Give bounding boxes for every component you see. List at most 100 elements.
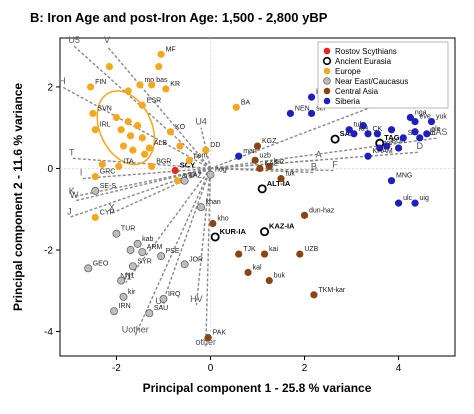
point-europe <box>126 132 135 140</box>
point-label: khan <box>206 199 221 206</box>
point-label: kab <box>142 236 153 243</box>
point-label: FIN <box>95 79 106 86</box>
point-centralasia <box>277 175 285 183</box>
vector-label: H <box>59 76 66 86</box>
point-label: kai <box>269 246 278 253</box>
point-label: TAZ <box>189 173 202 180</box>
point-label: dun-haz <box>309 207 335 214</box>
point-neareast <box>110 307 119 316</box>
point-siberia <box>345 126 353 134</box>
point-europe <box>136 81 144 89</box>
point-label: PAK <box>213 330 227 337</box>
point-neareast <box>112 229 121 238</box>
point-europe <box>117 126 125 134</box>
vector-label: J <box>67 206 72 216</box>
vector-label: V <box>104 35 110 45</box>
vector-x <box>111 167 211 214</box>
point-label: man <box>243 148 257 155</box>
vector-label: other <box>196 337 217 347</box>
point-eurasia <box>257 184 267 194</box>
point-neareast <box>128 262 137 271</box>
point-neareast <box>119 292 128 301</box>
point-label: N1 <box>126 273 135 280</box>
point-label: MF <box>166 46 176 53</box>
legend-label: Near East/Caucasus <box>335 77 408 86</box>
point-siberia <box>376 144 384 152</box>
point-europe <box>141 150 149 158</box>
y-tick-label: 0 <box>47 164 53 175</box>
vector-u7 <box>160 168 212 308</box>
point-siberia <box>364 130 372 138</box>
point-neareast <box>117 276 126 285</box>
point-label: ulc <box>403 195 412 202</box>
point-siberia <box>286 109 295 118</box>
point-siberia <box>350 130 358 138</box>
point-centralasia <box>265 162 273 171</box>
vector-label: X <box>109 202 115 212</box>
vector-label: T <box>69 147 75 157</box>
point-label: SYR <box>137 258 151 265</box>
point-label: SE-S <box>100 183 117 190</box>
point-siberia <box>399 134 407 142</box>
point-europe <box>185 156 193 164</box>
point-europe <box>166 128 175 136</box>
point-label: IRQ <box>168 291 181 298</box>
x-tick-label: -2 <box>112 363 121 374</box>
point-europe <box>129 146 137 154</box>
point-centralasia <box>204 334 212 342</box>
point-siberia <box>387 177 396 185</box>
point-label: SAU <box>154 305 168 312</box>
vector-w <box>73 167 211 202</box>
point-europe <box>157 50 165 58</box>
vector-label: A <box>316 149 322 159</box>
point-label: kho <box>217 216 228 223</box>
point-label: uig <box>420 195 429 202</box>
point-label: UZB <box>304 246 318 253</box>
point-label: sel <box>316 105 325 112</box>
point-label: KR <box>170 81 180 88</box>
legend-label: Siberia <box>335 97 360 106</box>
point-europe <box>138 101 146 109</box>
point-label: CYP <box>100 209 115 216</box>
point-centralasia <box>310 291 318 299</box>
point-europe <box>91 173 99 181</box>
point-label: KHAM <box>373 148 393 155</box>
point-siberia <box>359 122 367 130</box>
point-neareast <box>180 260 189 269</box>
point-centralasia <box>253 142 262 150</box>
chart-title: B: Iron Age and post-Iron Age: 1,500 - 2… <box>30 10 328 25</box>
point-label: ITA <box>123 158 134 165</box>
x-tick-label: 2 <box>302 363 308 374</box>
point-neareast <box>197 203 206 212</box>
point-siberia <box>394 199 403 207</box>
point-siberia <box>423 130 431 138</box>
point-neareast <box>91 186 100 195</box>
point-label: DD <box>210 142 220 149</box>
vector-label: EAS <box>430 127 448 137</box>
legend-marker <box>323 67 331 75</box>
point-centralasia <box>265 276 273 285</box>
y-tick-label: -4 <box>44 327 53 338</box>
point-centralasia <box>256 164 264 173</box>
point-centralasia <box>300 211 309 219</box>
x-tick-label: 4 <box>396 363 402 374</box>
point-label: kaz <box>274 158 285 165</box>
point-siberia <box>411 128 419 136</box>
point-neareast <box>159 294 168 303</box>
y-tick-label: -2 <box>44 246 53 257</box>
point-label: IRL <box>100 122 111 129</box>
point-label: CK <box>373 126 383 133</box>
point-label: MNG <box>396 173 412 180</box>
point-centralasia <box>260 250 269 258</box>
point-label: nga <box>415 110 427 117</box>
point-neareast <box>157 252 166 261</box>
vector-label: W <box>70 190 79 200</box>
europe-ellipse <box>96 90 156 166</box>
point-label: pom <box>194 152 208 159</box>
vector-label: K <box>69 186 75 196</box>
vector-label: U4 <box>195 117 207 127</box>
point-centralasia <box>244 268 252 277</box>
point-europe <box>86 83 95 91</box>
